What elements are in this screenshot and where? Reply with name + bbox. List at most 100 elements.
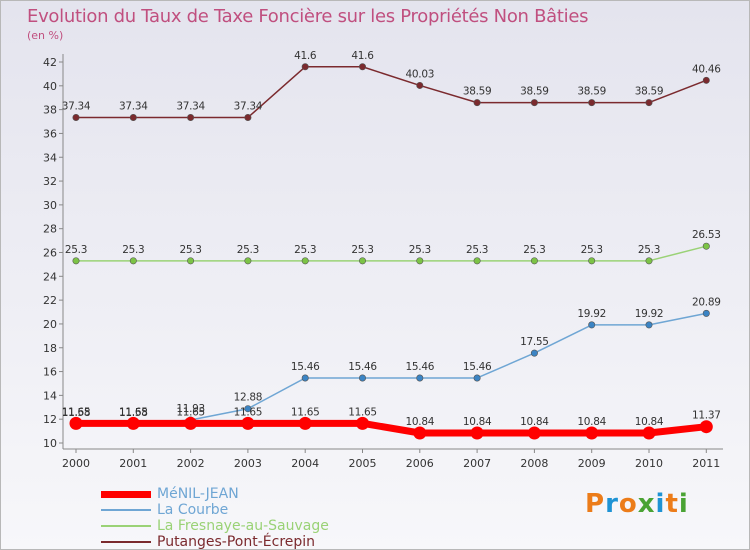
y-tick-label: 20 xyxy=(43,318,57,331)
data-label: 37.34 xyxy=(234,100,263,112)
data-point xyxy=(530,349,538,357)
data-label: 40.03 xyxy=(406,68,435,80)
y-tick-label: 16 xyxy=(43,366,57,379)
data-label: 25.3 xyxy=(351,244,373,256)
data-point xyxy=(72,113,80,121)
logo-letter: r xyxy=(605,489,619,519)
data-point xyxy=(413,426,427,440)
data-label: 19.92 xyxy=(635,308,664,320)
data-label: 25.3 xyxy=(638,244,660,256)
data-point xyxy=(416,374,424,382)
data-point xyxy=(702,242,710,250)
y-tick-label: 12 xyxy=(43,413,57,426)
data-point xyxy=(530,99,538,107)
y-tick-label: 10 xyxy=(43,437,57,450)
data-label: 12.88 xyxy=(234,392,263,404)
data-point xyxy=(699,420,713,434)
data-label: 38.59 xyxy=(577,86,606,98)
data-label: 10.84 xyxy=(635,416,664,428)
data-label: 11.58 xyxy=(119,407,148,419)
x-tick-label: 2010 xyxy=(635,457,663,470)
y-tick-label: 22 xyxy=(43,294,57,307)
legend-label: Putanges-Pont-Écrepin xyxy=(157,534,316,550)
y-tick-label: 24 xyxy=(43,270,57,283)
data-label: 25.3 xyxy=(294,244,316,256)
y-tick-label: 40 xyxy=(43,80,57,93)
data-label: 38.59 xyxy=(520,86,549,98)
data-point xyxy=(241,416,255,430)
data-point xyxy=(645,257,653,265)
x-tick-label: 2006 xyxy=(406,457,434,470)
data-point xyxy=(585,426,599,440)
x-tick-label: 2003 xyxy=(234,457,262,470)
data-label: 11.65 xyxy=(119,406,148,418)
data-point xyxy=(588,99,596,107)
data-point xyxy=(358,257,366,265)
x-tick-label: 2004 xyxy=(291,457,319,470)
data-point xyxy=(298,416,312,430)
x-tick-label: 2009 xyxy=(578,457,606,470)
data-point xyxy=(126,416,140,430)
data-point xyxy=(301,374,309,382)
data-label: 25.3 xyxy=(65,244,87,256)
data-point xyxy=(244,405,252,413)
data-label: 25.3 xyxy=(122,244,144,256)
series-line xyxy=(72,419,710,437)
data-label: 37.34 xyxy=(62,100,91,112)
logo-letter: i xyxy=(655,489,666,519)
data-label: 15.46 xyxy=(348,361,377,373)
data-point xyxy=(187,257,195,265)
data-label: 10.84 xyxy=(463,416,492,428)
data-label: 26.53 xyxy=(692,229,721,241)
x-tick-label: 2011 xyxy=(692,457,720,470)
chart-title: Evolution du Taux de Taxe Foncière sur l… xyxy=(27,6,589,27)
data-label: 41.6 xyxy=(351,50,374,62)
data-label: 25.3 xyxy=(409,244,431,256)
y-tick-label: 26 xyxy=(43,247,57,260)
data-point xyxy=(187,113,195,121)
data-label: 19.92 xyxy=(577,308,606,320)
data-label: 10.84 xyxy=(406,416,435,428)
data-label: 11.65 xyxy=(62,406,91,418)
data-label: 37.34 xyxy=(176,100,205,112)
y-tick-label: 38 xyxy=(43,104,57,117)
data-label: 11.37 xyxy=(692,410,721,422)
data-label: 11.93 xyxy=(176,403,205,415)
data-label: 40.46 xyxy=(692,63,721,75)
logo-letter: t xyxy=(665,489,679,519)
data-label: 25.3 xyxy=(237,244,259,256)
data-label: 25.3 xyxy=(581,244,603,256)
data-point xyxy=(473,374,481,382)
data-point xyxy=(129,257,137,265)
data-point xyxy=(416,81,424,89)
data-label: 41.6 xyxy=(294,50,317,62)
y-tick-label: 34 xyxy=(43,151,57,164)
data-label: 15.46 xyxy=(406,361,435,373)
data-label: 10.84 xyxy=(577,416,606,428)
x-tick-label: 2002 xyxy=(177,457,205,470)
chart-unit-label: (en %) xyxy=(27,29,64,42)
data-point xyxy=(301,63,309,71)
data-point xyxy=(358,63,366,71)
logo-letter: o xyxy=(618,489,638,519)
data-label: 11.65 xyxy=(176,406,205,418)
data-label: 15.46 xyxy=(291,361,320,373)
y-tick-label: 30 xyxy=(43,199,57,212)
data-point xyxy=(129,113,137,121)
y-tick-label: 28 xyxy=(43,223,57,236)
data-point xyxy=(702,309,710,317)
data-label: 10.84 xyxy=(520,416,549,428)
data-point xyxy=(645,321,653,329)
data-point xyxy=(642,426,656,440)
y-tick-label: 42 xyxy=(43,56,57,69)
data-point xyxy=(301,257,309,265)
data-label: 15.46 xyxy=(463,361,492,373)
data-label: 25.3 xyxy=(523,244,545,256)
data-point xyxy=(69,416,83,430)
legend-swatch xyxy=(101,490,151,498)
data-label: 37.34 xyxy=(119,100,148,112)
legend-swatch xyxy=(101,525,151,527)
data-point xyxy=(702,76,710,84)
data-point xyxy=(244,113,252,121)
